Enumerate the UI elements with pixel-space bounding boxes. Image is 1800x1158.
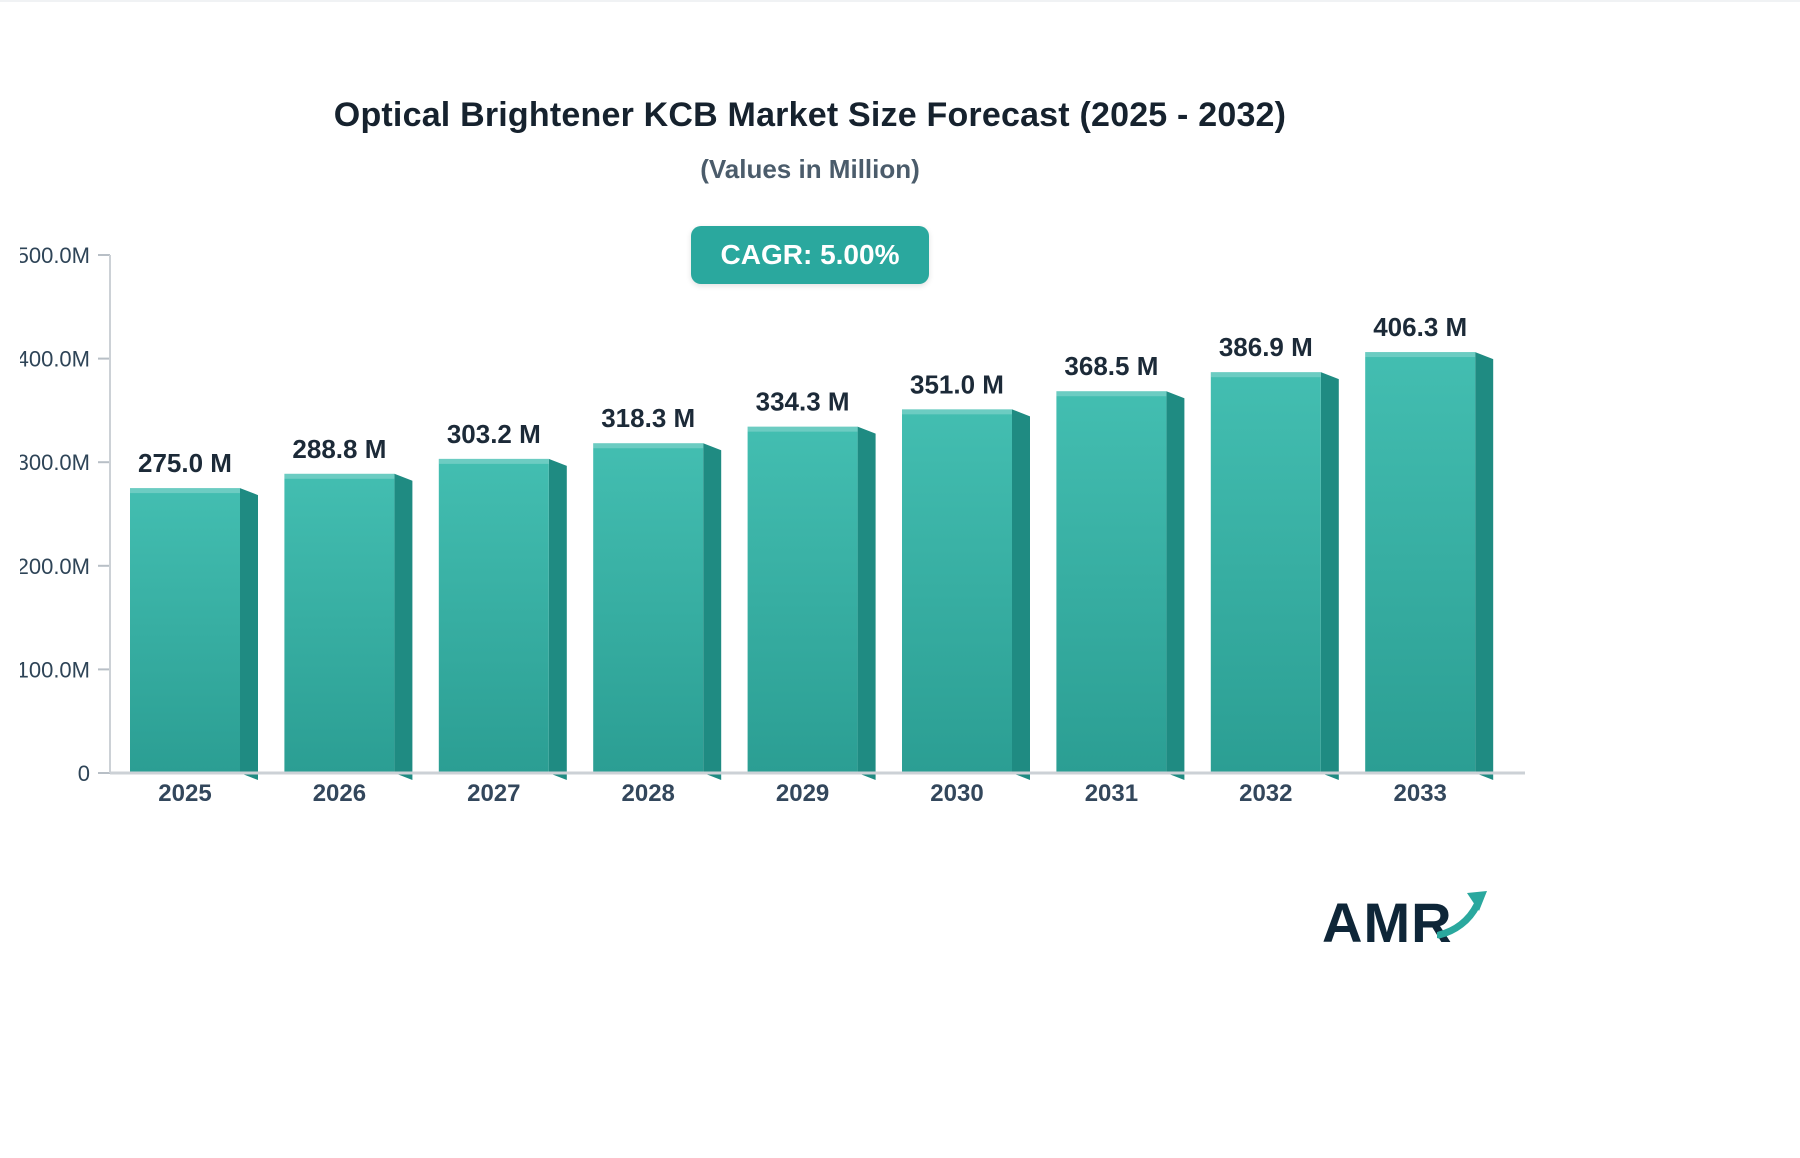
bar-chart: 0 100.0M 200.0M 300.0M 400.0M 500.0M 275.0 M 20… [20,243,1525,807]
bar-2027 [438,458,549,773]
bar-value-label: 334.3 M [756,387,850,417]
x-tick-label: 2029 [776,780,829,807]
bar-side-2033 [1475,352,1494,780]
bar-2026 [284,473,395,773]
bar-top-highlight [284,473,395,479]
x-tick-label: 2028 [622,780,675,807]
x-tick-label: 2025 [158,780,211,807]
x-tick-label: 2032 [1239,780,1292,807]
y-tick-label: 400.0M [20,347,90,372]
x-tick-label: 2026 [313,780,366,807]
bar-value-label: 406.3 M [1373,312,1467,342]
bar-top-highlight [1210,372,1321,378]
bar-2030 [902,409,1012,773]
bar-top-highlight [438,458,549,464]
bar-side-2029 [857,426,876,780]
x-tick-label: 2030 [930,780,983,807]
bar-top-highlight [902,409,1012,415]
bar-top-highlight [593,443,704,449]
x-tick-label: 2031 [1085,780,1138,807]
bar-top-highlight [747,426,858,432]
bar-value-label: 351.0 M [910,369,1004,399]
y-tick-label: 200.0M [20,554,90,579]
bar-top-highlight [1056,391,1167,397]
bar-2029 [747,426,858,773]
bar-value-label: 303.2 M [447,419,541,449]
bar-value-label: 318.3 M [601,403,695,433]
bar-value-label: 386.9 M [1219,332,1313,362]
bar-2033 [1365,352,1476,773]
bar-top-highlight [130,488,240,494]
amr-logo: AMR [1322,891,1489,954]
y-tick-label: 100.0M [20,657,90,682]
y-tick-label: 0 [78,761,90,786]
x-tick-label: 2027 [467,780,520,807]
bar-2025 [130,488,240,773]
bar-2028 [593,443,704,773]
chart-title: Optical Brightener KCB Market Size Forec… [333,96,1287,134]
y-tick-label: 500.0M [20,243,90,268]
bar-side-2025 [240,488,258,780]
bar-top-highlight [1365,352,1476,358]
bar-side-2026 [394,473,413,780]
cagr-badge: CAGR: 5.00% [690,226,930,284]
bar-side-2032 [1320,372,1339,780]
bar-2031 [1056,391,1167,773]
bar-side-2030 [1012,409,1030,780]
amr-logo-text: AMR [1322,891,1453,954]
bar-side-2027 [548,458,567,780]
cagr-badge-row: CAGR: 5.00% [0,226,1620,284]
x-tick-label: 2033 [1394,780,1447,807]
chart-subtitle: (Values in Million) [700,154,920,184]
y-tick-label: 300.0M [20,450,90,475]
growth-arrow-icon [1436,891,1487,939]
bar-value-label: 288.8 M [292,434,386,464]
bar-value-label: 368.5 M [1064,351,1158,381]
bar-value-label: 275.0 M [138,448,232,478]
bar-2032 [1210,372,1321,773]
bar-side-2028 [703,443,722,780]
bar-side-2031 [1166,391,1185,780]
